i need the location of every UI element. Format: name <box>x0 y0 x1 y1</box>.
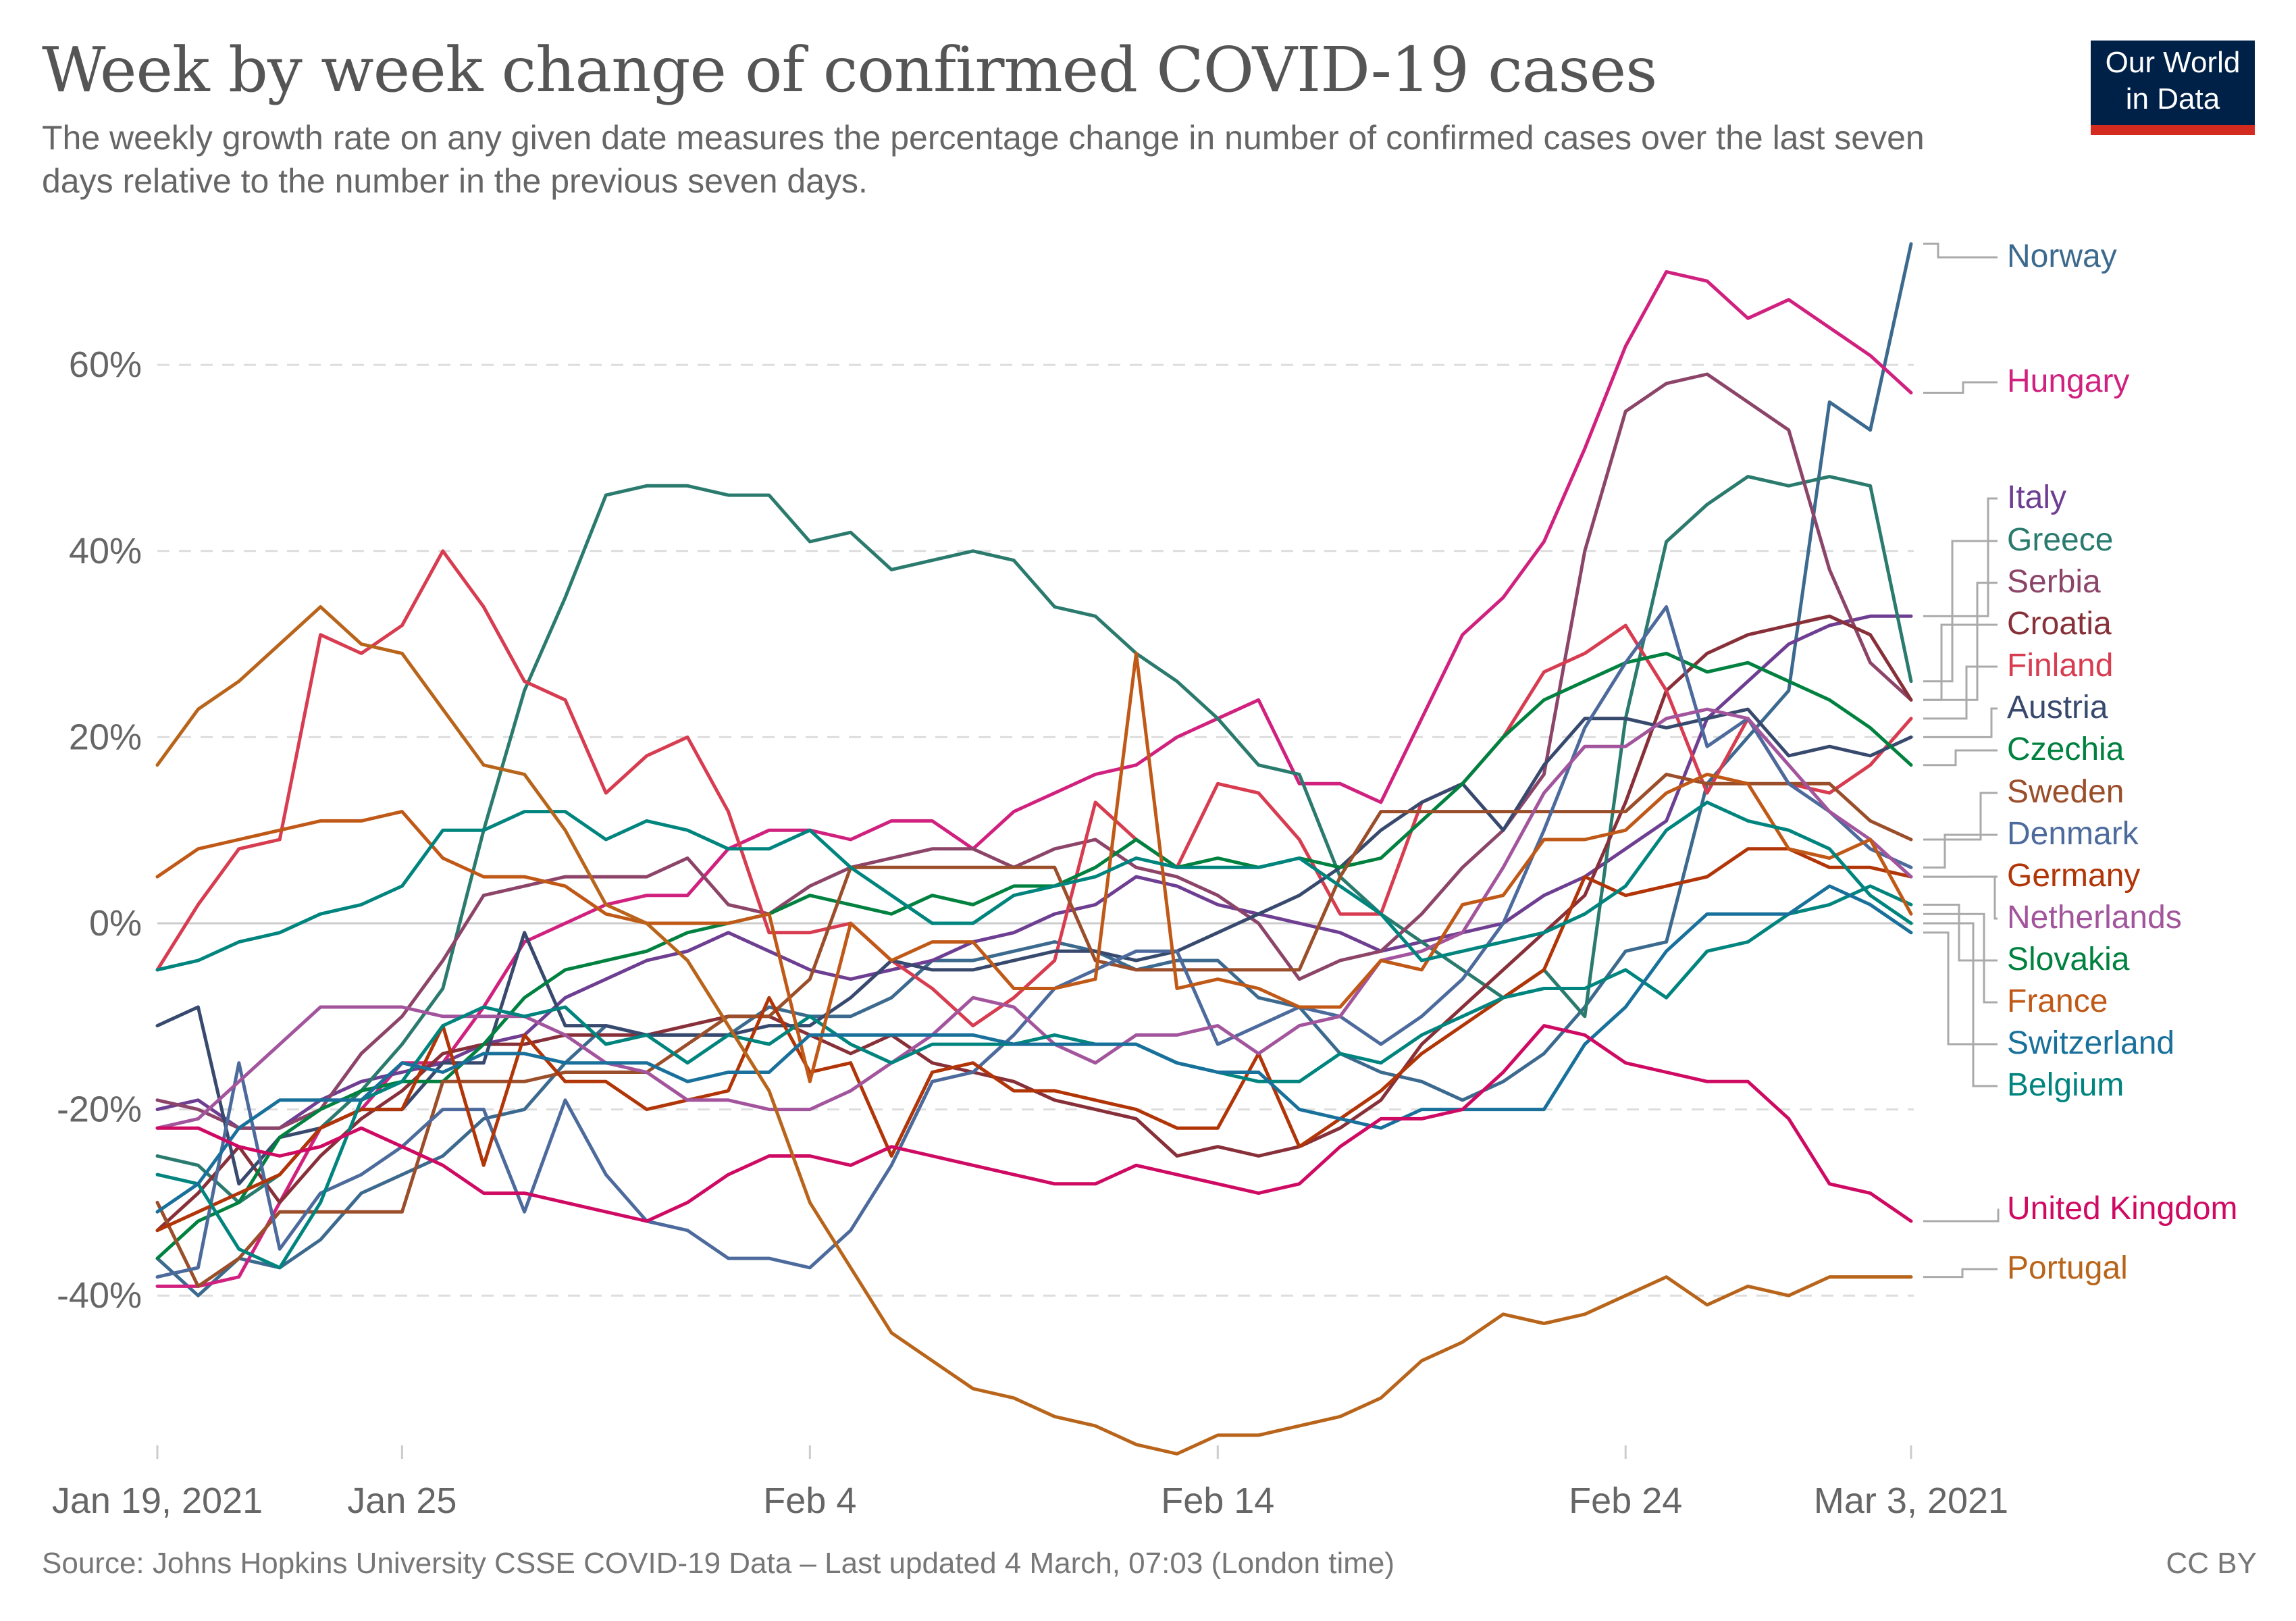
series-line-netherlands[interactable] <box>155 707 1913 1130</box>
chart-title: Week by week change of confirmed COVID-1… <box>42 34 1657 106</box>
legend-label-finland[interactable]: Finland <box>2007 648 2113 684</box>
series-line-finland[interactable] <box>155 549 1913 1028</box>
y-tick-label: 40% <box>69 531 142 571</box>
y-axis-ticks: -40% -20% 0% 20% 40% 60% <box>57 344 142 1316</box>
legend-label-greece[interactable]: Greece <box>2007 522 2113 558</box>
legend: Norway Hungary Italy Greece Serbia Croatia Fin… <box>2007 238 2238 1286</box>
series-line-slovakia[interactable] <box>155 884 1913 1270</box>
license-link[interactable]: CC BY <box>2166 1547 2257 1580</box>
y-tick-label: 20% <box>69 717 142 757</box>
legend-connector <box>1923 665 1998 720</box>
y-tick-label: -40% <box>57 1275 142 1316</box>
legend-connectors <box>1923 242 2000 1279</box>
x-tick-label: Feb 24 <box>1569 1481 1682 1521</box>
legend-label-sweden[interactable]: Sweden <box>2007 774 2124 810</box>
legend-connector <box>1923 381 1998 394</box>
legend-connector <box>1923 875 1998 920</box>
legend-connector <box>1923 749 1998 767</box>
x-tick-label: Jan 25 <box>347 1481 456 1521</box>
x-tick-label: Jan 19, 2021 <box>52 1481 263 1521</box>
legend-connector <box>1923 922 1998 1087</box>
series-line-serbia[interactable] <box>155 372 1913 1130</box>
chart-subtitle: The weekly growth rate on any given date… <box>42 119 1925 200</box>
series-line-belgium[interactable] <box>155 800 1913 972</box>
legend-label-hungary[interactable]: Hungary <box>2007 363 2129 399</box>
x-tick-label: Mar 3, 2021 <box>1814 1481 2008 1521</box>
series-line-austria[interactable] <box>155 707 1913 1186</box>
series-line-czechia[interactable] <box>155 651 1913 1260</box>
series-line-sweden[interactable] <box>155 773 1913 1288</box>
series-line-portugal[interactable] <box>155 605 1913 1456</box>
legend-label-czechia[interactable]: Czechia <box>2007 731 2124 767</box>
series-line-france[interactable] <box>155 651 1913 1083</box>
legend-label-belgium[interactable]: Belgium <box>2007 1067 2124 1103</box>
legend-connector <box>1923 242 1998 259</box>
legend-label-switzerland[interactable]: Switzerland <box>2007 1025 2174 1061</box>
legend-label-germany[interactable]: Germany <box>2007 858 2140 894</box>
legend-label-italy[interactable]: Italy <box>2007 480 2066 515</box>
legend-label-croatia[interactable]: Croatia <box>2007 606 2112 642</box>
series-line-greece[interactable] <box>155 475 1913 1204</box>
logo-line-2: in Data <box>2125 82 2220 115</box>
y-tick-label: -20% <box>57 1089 142 1130</box>
legend-label-serbia[interactable]: Serbia <box>2007 564 2101 600</box>
logo-line-1: Our World <box>2105 46 2241 79</box>
series-line-hungary[interactable] <box>155 269 1913 1288</box>
y-tick-label: 60% <box>69 344 142 385</box>
legend-connector <box>1923 912 1998 1004</box>
legend-connector <box>1923 1268 1998 1279</box>
legend-connector <box>1923 582 1998 701</box>
series-lines <box>155 242 1913 1456</box>
legend-label-norway[interactable]: Norway <box>2007 238 2117 274</box>
series-line-switzerland[interactable] <box>155 884 1913 1214</box>
legend-connector <box>1923 903 1998 962</box>
x-tick-label: Feb 14 <box>1161 1481 1274 1521</box>
legend-label-netherlands[interactable]: Netherlands <box>2007 900 2182 935</box>
legend-connector <box>1923 540 1998 683</box>
legend-label-united-kingdom[interactable]: United Kingdom <box>2007 1191 2238 1227</box>
series-line-italy[interactable] <box>155 614 1913 1130</box>
legend-connector <box>1923 497 1998 617</box>
legend-connector <box>1923 623 1998 701</box>
legend-connector <box>1923 1208 2000 1223</box>
legend-connector <box>1923 833 1998 869</box>
x-tick-label: Feb 4 <box>763 1481 856 1521</box>
legend-label-austria[interactable]: Austria <box>2007 690 2108 725</box>
source-note: Source: Johns Hopkins University CSSE CO… <box>42 1547 1394 1580</box>
legend-connector <box>1923 792 1998 841</box>
legend-connector <box>1923 707 1998 738</box>
legend-label-portugal[interactable]: Portugal <box>2007 1250 2128 1286</box>
y-tick-label: 0% <box>89 903 142 944</box>
x-axis-ticks: Jan 19, 2021 Jan 25 Feb 4 Feb 14 Feb 24 Mar 3… <box>52 1445 2008 1521</box>
series-line-united-kingdom[interactable] <box>155 1024 1913 1223</box>
legend-label-france[interactable]: France <box>2007 983 2108 1019</box>
legend-label-slovakia[interactable]: Slovakia <box>2007 942 2130 977</box>
logo-accent-bar <box>2091 125 2255 135</box>
legend-connector <box>1923 931 1998 1046</box>
legend-label-denmark[interactable]: Denmark <box>2007 816 2139 852</box>
series-line-norway[interactable] <box>155 242 1913 1297</box>
series-line-denmark[interactable] <box>155 605 1913 1279</box>
owid-logo[interactable]: Our World in Data <box>2091 41 2255 135</box>
